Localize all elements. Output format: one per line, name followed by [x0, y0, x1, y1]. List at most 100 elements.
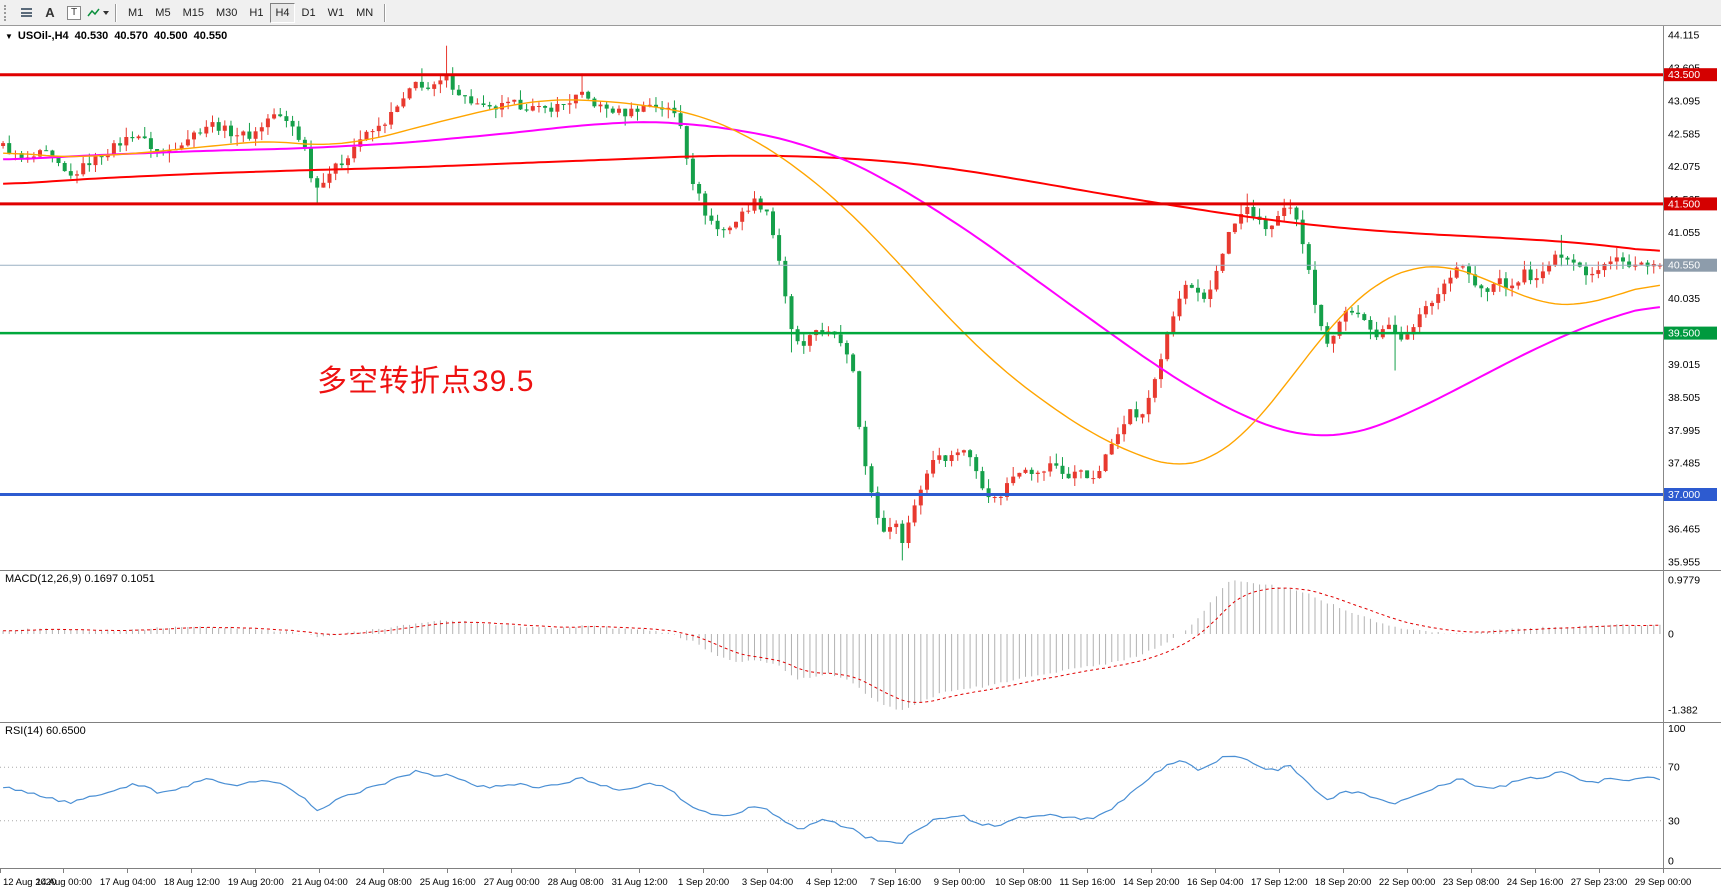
- ma-slow-line: [3, 154, 1660, 252]
- macd-label: MACD(12,26,9) 0.1697 0.1051: [5, 573, 155, 585]
- chart-annotation: 多空转折点39.5: [317, 365, 535, 398]
- tf-button-mn[interactable]: MN: [356, 6, 374, 19]
- time-label: 31 Aug 12:00: [611, 877, 668, 888]
- macd-panel[interactable]: 0.9779 0 -1.382 MACD(12,26,9) 0.1697 0.105…: [0, 570, 1721, 722]
- toolbar-grip[interactable]: [4, 4, 9, 21]
- level-badge-label: 43.500: [1668, 69, 1700, 81]
- time-tick: [1150, 869, 1152, 873]
- price-axis-label: 36.465: [1668, 524, 1700, 536]
- time-tick: [1534, 869, 1536, 873]
- time-tick: [1278, 869, 1280, 873]
- time-label: 24 Aug 08:00: [355, 877, 412, 888]
- time-tick: [383, 869, 385, 873]
- time-label: 22 Sep 00:00: [1378, 877, 1436, 888]
- price-axis-label: 37.485: [1668, 458, 1700, 470]
- time-label: 16 Sep 04:00: [1187, 877, 1244, 888]
- tf-button-h1[interactable]: H1: [249, 6, 264, 19]
- macd-canvas[interactable]: 0.9779 0 -1.382: [0, 570, 1721, 722]
- time-label: 12 Aug 2020: [3, 877, 57, 888]
- price-axis-label: 39.015: [1668, 359, 1700, 371]
- rsi-panel[interactable]: 100 70 30 0 RSI(14) 60.6500: [0, 722, 1721, 868]
- price-chart-panel[interactable]: 44.11543.60543.09542.58542.07541.56541.0…: [0, 26, 1721, 570]
- time-axis[interactable]: 12 Aug 2020 14 Aug 00:00 17 Aug 04:00 18 Au…: [0, 868, 1721, 895]
- time-label: 29 Sep 00:00: [1634, 877, 1692, 888]
- macd-axis-label: -1.382: [1668, 705, 1698, 717]
- chart-symbol-period: USOil-,H4: [17, 30, 69, 42]
- chart-list-icon[interactable]: [14, 3, 38, 23]
- time-label: 14 Aug 00:00: [35, 877, 92, 888]
- candles-layer: [1, 45, 1662, 561]
- letter-a-icon: A: [45, 5, 55, 20]
- boxed-t-icon: T: [67, 5, 81, 20]
- time-tick: [1022, 869, 1024, 873]
- macd-histogram: [2, 580, 1661, 710]
- rsi-canvas[interactable]: 100 70 30 0: [0, 722, 1721, 868]
- price-axis-label: 37.995: [1668, 425, 1700, 437]
- time-label: 7 Sep 16:00: [869, 877, 922, 888]
- tf-button-d1[interactable]: D1: [301, 6, 316, 19]
- price-axis-label: 42.075: [1668, 161, 1700, 173]
- text-tool-icon[interactable]: T: [62, 3, 86, 23]
- time-label: 27 Sep 23:00: [1570, 877, 1628, 888]
- time-tick: [831, 869, 832, 873]
- rsi-label: RSI(14) 60.6500: [5, 725, 86, 737]
- menu-lines-icon: [20, 8, 32, 17]
- price-axis-label: 42.585: [1668, 128, 1700, 140]
- tf-button-h4[interactable]: H4: [270, 2, 295, 23]
- symbol-dropdown-icon[interactable]: ▼: [5, 31, 13, 41]
- level-badge-label: 39.500: [1668, 328, 1700, 340]
- time-tick: [1662, 869, 1664, 873]
- time-label: 24 Sep 16:00: [1506, 877, 1564, 888]
- time-tick: [1342, 869, 1344, 873]
- time-tick: [958, 869, 960, 873]
- cursor-a-icon[interactable]: A: [38, 3, 62, 23]
- tf-button-m30[interactable]: M30: [215, 6, 238, 19]
- time-label: 4 Sep 12:00: [805, 877, 858, 888]
- time-tick: [894, 869, 896, 873]
- chart-open-value: 40.530: [74, 30, 109, 42]
- level-badge-label: 40.550: [1668, 260, 1700, 272]
- time-tick: [767, 869, 769, 873]
- time-label: 27 Aug 00:00: [483, 877, 540, 888]
- time-tick: [127, 869, 129, 873]
- drawing-tool-icon[interactable]: [86, 3, 110, 23]
- chart-title: ▼ USOil-,H4 40.530 40.570 40.500 40.550: [5, 30, 227, 42]
- time-tick: [1598, 869, 1600, 873]
- price-axis-label: 43.095: [1668, 95, 1700, 107]
- time-label: 19 Aug 20:00: [227, 877, 284, 888]
- tf-button-m5[interactable]: M5: [155, 6, 171, 19]
- time-label: 21 Aug 04:00: [291, 877, 348, 888]
- ma-fast-line: [3, 99, 1661, 465]
- level-badge: [1664, 258, 1717, 272]
- time-label: 11 Sep 16:00: [1059, 877, 1116, 888]
- chart-low-value: 40.500: [153, 30, 188, 42]
- level-badge: [1664, 488, 1717, 501]
- level-badge: [1664, 68, 1717, 82]
- price-chart-canvas[interactable]: 44.11543.60543.09542.58542.07541.56541.0…: [0, 26, 1721, 570]
- time-tick: [0, 869, 1, 873]
- time-label: 23 Sep 08:00: [1442, 877, 1500, 888]
- time-tick: [703, 869, 705, 873]
- time-label: 18 Aug 12:00: [163, 877, 220, 888]
- time-tick: [319, 869, 321, 873]
- time-tick: [1214, 869, 1216, 873]
- toolbar-separator: [384, 3, 387, 22]
- time-tick: [63, 869, 65, 873]
- time-tick: [1086, 869, 1088, 873]
- chart-high-value: 40.570: [114, 30, 148, 42]
- time-tick: [1470, 869, 1472, 873]
- tf-button-m1[interactable]: M1: [128, 6, 144, 19]
- time-tick: [255, 869, 257, 873]
- time-label: 14 Sep 20:00: [1123, 877, 1180, 888]
- time-label: 18 Sep 20:00: [1314, 877, 1372, 888]
- rsi-axis-label: 0: [1668, 856, 1674, 868]
- time-tick: [1406, 869, 1408, 873]
- time-tick: [191, 869, 193, 873]
- macd-axis-label: 0.9779: [1668, 575, 1700, 587]
- tf-button-m15[interactable]: M15: [182, 6, 204, 19]
- rsi-axis-label: 70: [1668, 762, 1680, 774]
- price-axis-label: 38.505: [1668, 392, 1700, 404]
- time-tick: [511, 869, 513, 873]
- time-tick: [639, 869, 641, 873]
- tf-button-w1[interactable]: W1: [327, 6, 345, 19]
